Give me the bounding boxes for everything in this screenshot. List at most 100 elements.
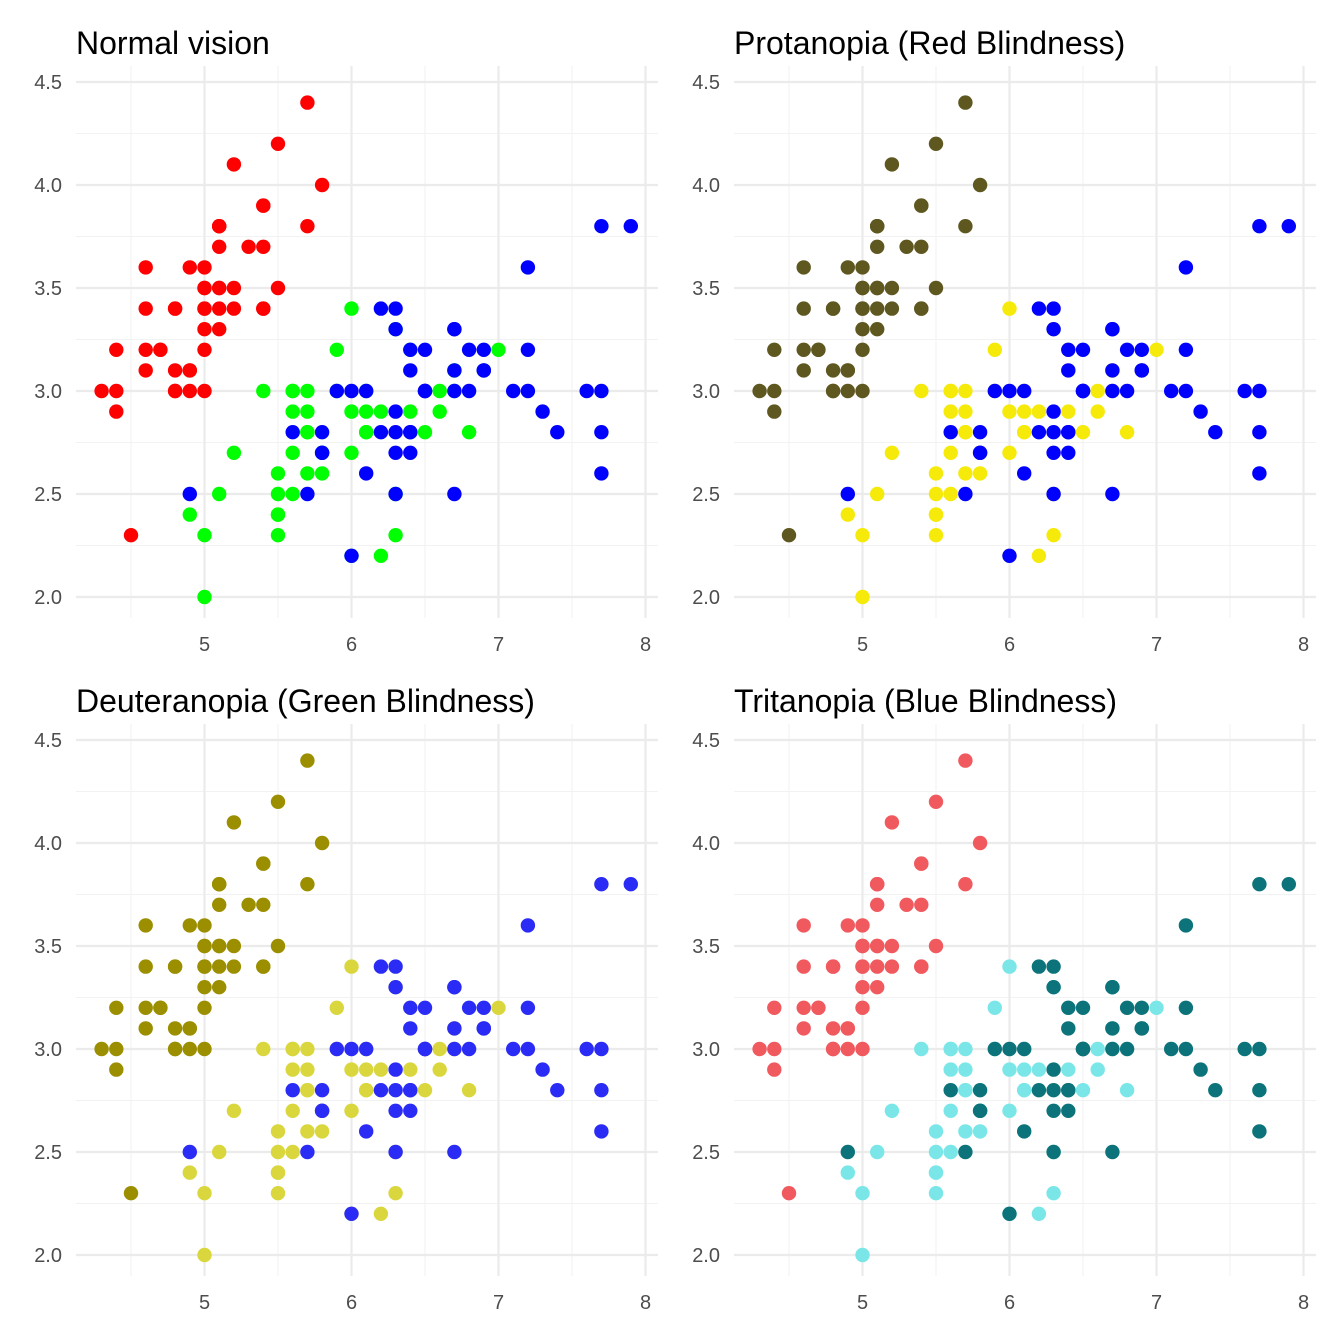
- x-tick-label: 7: [1151, 634, 1162, 656]
- scatter-point: [344, 548, 359, 563]
- scatter-point: [1046, 1144, 1061, 1160]
- scatter-point: [958, 1124, 973, 1139]
- scatter-point: [1046, 1103, 1061, 1118]
- scatter-point: [928, 280, 944, 296]
- scatter-point: [403, 404, 418, 419]
- scatter-point: [403, 342, 418, 357]
- scatter-point: [476, 342, 491, 357]
- scatter-point: [506, 383, 521, 399]
- scatter-point: [432, 383, 447, 399]
- scatter-point: [1061, 1103, 1076, 1118]
- scatter-point: [417, 342, 433, 357]
- scatter-point: [256, 856, 271, 871]
- scatter-point: [958, 425, 973, 440]
- scatter-point: [197, 980, 212, 995]
- scatter-point: [520, 1041, 536, 1057]
- y-tick-label: 3.5: [692, 278, 720, 300]
- scatter-point: [476, 363, 491, 378]
- scatter-point: [623, 219, 638, 234]
- scatter-point: [1046, 959, 1061, 974]
- scatter-point: [1090, 1041, 1105, 1057]
- scatter-point: [594, 466, 609, 481]
- scatter-point: [1046, 301, 1061, 316]
- scatter-point: [594, 383, 609, 399]
- scatter-point: [870, 239, 885, 254]
- scatter-point: [550, 425, 565, 440]
- y-tick-label: 2.0: [692, 587, 720, 609]
- x-tick-label: 6: [1004, 634, 1015, 656]
- scatter-point: [1002, 445, 1017, 460]
- scatter-point: [300, 1124, 315, 1139]
- scatter-point: [197, 280, 212, 296]
- scatter-point: [373, 1206, 389, 1221]
- scatter-point: [167, 383, 183, 399]
- scatter-point: [943, 404, 958, 419]
- scatter-point: [958, 1041, 973, 1057]
- scatter-point: [884, 959, 900, 974]
- scatter-point: [840, 383, 855, 399]
- scatter-point: [461, 1041, 477, 1057]
- scatter-point: [123, 1186, 139, 1201]
- scatter-point: [1017, 1124, 1032, 1139]
- scatter-point: [1017, 404, 1032, 419]
- scatter-point: [373, 404, 389, 419]
- scatter-point: [94, 383, 109, 399]
- scatter-point: [403, 425, 418, 440]
- scatter-point: [1075, 383, 1091, 399]
- scatter-point: [388, 404, 403, 419]
- scatter-point: [1046, 1186, 1061, 1201]
- scatter-point: [138, 959, 153, 974]
- y-tick-label: 3.5: [34, 936, 62, 958]
- scatter-point: [285, 383, 300, 399]
- y-tick-label: 2.5: [34, 1142, 62, 1164]
- scatter-point: [1105, 486, 1120, 502]
- scatter-point: [884, 157, 900, 172]
- scatter-point: [1017, 1062, 1032, 1077]
- scatter-point: [767, 1000, 782, 1015]
- y-tick-label: 3.5: [34, 278, 62, 300]
- scatter-point: [594, 1124, 609, 1139]
- scatter-point: [241, 897, 256, 912]
- scatter-point: [300, 95, 315, 110]
- scatter-point: [359, 466, 374, 481]
- scatter-point: [594, 425, 609, 440]
- scatter-point: [1002, 404, 1017, 419]
- scatter-point: [928, 466, 944, 481]
- scatter-point: [1237, 383, 1252, 399]
- scatter-point: [928, 938, 944, 954]
- scatter-point: [943, 425, 958, 440]
- scatter-point: [1031, 425, 1047, 440]
- scatter-point: [270, 1186, 286, 1201]
- scatter-point: [1075, 1000, 1091, 1015]
- scatter-point: [1105, 1041, 1120, 1057]
- scatter-point: [1119, 1041, 1135, 1057]
- y-tick-label: 3.0: [34, 1039, 62, 1061]
- scatter-point: [623, 877, 638, 892]
- scatter-point: [212, 959, 227, 974]
- x-tick-label: 7: [493, 1292, 504, 1314]
- scatter-point: [270, 1124, 286, 1139]
- scatter-point: [958, 95, 973, 110]
- scatter-point: [958, 404, 973, 419]
- scatter-point: [928, 1124, 944, 1139]
- scatter-point: [1017, 466, 1032, 481]
- y-tick-label: 4.5: [692, 730, 720, 752]
- scatter-point: [825, 383, 841, 399]
- scatter-point: [270, 794, 286, 809]
- scatter-point: [796, 1000, 811, 1015]
- scatter-point: [300, 1041, 315, 1057]
- scatter-point: [1119, 1083, 1135, 1098]
- scatter-point: [197, 938, 212, 954]
- scatter-point: [109, 1062, 124, 1077]
- scatter-point: [1105, 363, 1120, 378]
- scatter-point: [972, 1103, 988, 1118]
- scatter-point: [1046, 404, 1061, 419]
- scatter-point: [1017, 1041, 1032, 1057]
- scatter-point: [197, 301, 212, 316]
- x-tick-label: 5: [199, 634, 210, 656]
- scatter-point: [870, 980, 885, 995]
- scatter-point: [109, 383, 124, 399]
- scatter-point: [300, 877, 315, 892]
- scatter-point: [373, 425, 389, 440]
- scatter-point: [840, 260, 855, 275]
